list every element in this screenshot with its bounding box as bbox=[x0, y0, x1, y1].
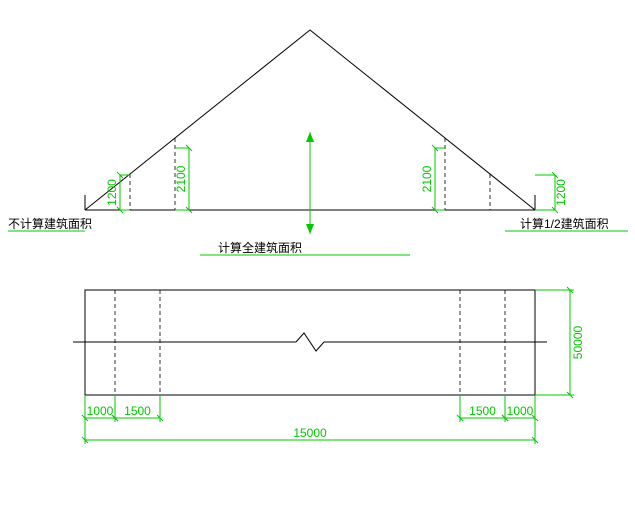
dim-label: 1000 bbox=[507, 404, 534, 418]
dim-label: 50000 bbox=[571, 325, 585, 359]
dim-label: 1200 bbox=[105, 179, 119, 206]
dim-label: 1200 bbox=[554, 179, 568, 206]
dim-label: 1500 bbox=[469, 404, 496, 418]
dim-label: 2100 bbox=[174, 165, 188, 192]
label-half-area: 计算1/2建筑面积 bbox=[520, 216, 609, 231]
dim-label: 1500 bbox=[124, 404, 151, 418]
dim-label: 15000 bbox=[293, 426, 327, 440]
dim-label: 1000 bbox=[87, 404, 114, 418]
label-no-area: 不计算建筑面积 bbox=[8, 216, 92, 231]
dim-label: 2100 bbox=[420, 165, 434, 192]
break-symbol bbox=[296, 333, 324, 351]
label-full-area: 计算全建筑面积 bbox=[218, 240, 302, 255]
